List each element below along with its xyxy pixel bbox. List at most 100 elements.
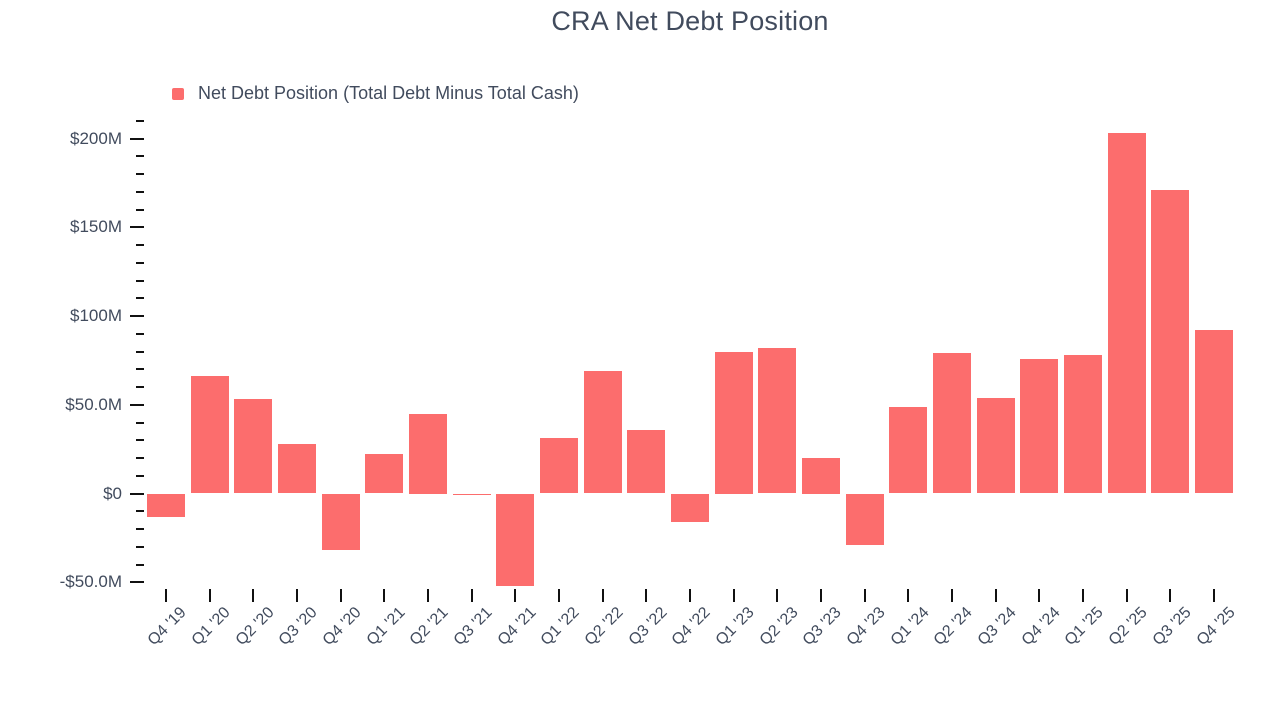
chart-bar[interactable] [1020,358,1059,494]
chart-bar[interactable] [758,347,797,494]
x-tick-label: Q4 '23 [843,604,889,650]
y-major-tick [130,226,144,229]
y-tick-label: $50.0M [65,394,122,414]
x-tick [208,589,211,602]
x-tick-label: Q1 '23 [712,604,758,650]
x-tick-label: Q2 '20 [232,604,278,650]
x-tick [1169,589,1172,602]
chart-bar[interactable] [539,438,578,494]
x-tick [863,589,866,602]
chart-bar[interactable] [234,399,273,494]
x-tick [732,589,735,602]
y-minor-tick [136,474,144,477]
x-tick-label: Q3 '21 [450,604,496,650]
x-tick-label: Q2 '22 [581,604,627,650]
x-tick [907,589,910,602]
x-tick-label: Q4 '22 [669,604,715,650]
chart-bar[interactable] [365,454,404,494]
x-tick-label: Q4 '19 [144,604,190,650]
x-tick-label: Q2 '25 [1105,604,1151,650]
y-minor-tick [136,350,144,353]
y-minor-tick [136,457,144,459]
chart-bar[interactable] [802,458,841,494]
x-tick [951,589,954,602]
chart-bar[interactable] [321,493,360,551]
x-tick-label: Q2 '21 [406,604,452,650]
x-tick [601,589,604,602]
x-tick [820,589,823,602]
chart-bar[interactable] [583,371,622,494]
y-minor-tick [136,190,144,193]
y-minor-tick [136,368,144,371]
chart-bar[interactable] [714,351,753,494]
y-minor-tick [136,279,144,282]
legend-marker-icon [172,87,184,100]
legend-label: Net Debt Position (Total Debt Minus Tota… [198,83,579,103]
x-tick-label: Q1 '24 [887,604,933,650]
y-minor-tick [136,528,144,530]
x-tick [295,589,298,602]
x-tick-label: Q2 '24 [931,604,977,650]
y-minor-tick [136,261,144,264]
chart-title: CRA Net Debt Position [551,6,829,36]
y-minor-tick [136,173,144,175]
y-tick-label: -$50.0M [59,572,122,592]
y-minor-tick [136,563,144,566]
y-minor-tick [136,208,144,211]
x-tick [1125,589,1128,602]
x-tick-label: Q4 '21 [494,604,540,650]
y-minor-tick [136,244,144,246]
x-tick [645,589,648,602]
y-major-tick [130,315,144,317]
x-tick [776,589,779,602]
y-minor-tick [136,421,144,424]
y-major-tick [130,137,144,140]
chart-bar[interactable] [408,413,447,494]
x-tick-label: Q3 '24 [974,604,1020,650]
y-tick-label: $150M [70,217,122,237]
x-tick-label: Q1 '20 [188,604,234,650]
x-tick-label: Q4 '20 [319,604,365,650]
y-minor-tick [136,386,144,388]
chart-bar[interactable] [845,493,884,545]
y-minor-tick [136,545,144,548]
legend-item[interactable]: Net Debt Position (Total Debt Minus Tota… [172,83,579,104]
chart-bar[interactable] [671,493,709,522]
chart-bar[interactable] [277,443,316,494]
y-minor-tick [136,510,144,513]
x-tick-label: Q4 '25 [1193,604,1239,650]
chart-bar[interactable] [146,493,185,517]
y-tick-label: $100M [70,306,122,325]
x-tick-label: Q2 '23 [756,604,802,650]
x-tick [994,589,997,602]
x-tick-label: Q1 '22 [537,604,583,650]
chart-bar[interactable] [496,493,535,586]
y-minor-tick [136,297,144,300]
x-tick [383,589,386,602]
x-tick [339,589,342,602]
chart-bar[interactable] [976,397,1015,494]
x-tick [557,589,560,602]
x-tick [1082,589,1085,602]
x-tick-label: Q3 '22 [625,604,671,650]
x-tick [426,589,429,602]
chart-bar[interactable] [889,406,928,494]
chart-bar[interactable] [1107,133,1146,494]
chart-bar[interactable] [190,376,229,494]
chart-bar[interactable] [1195,330,1234,494]
chart-bar[interactable] [1151,189,1190,494]
chart-bar[interactable] [627,429,666,494]
y-tick-label: $0 [103,483,122,503]
y-major-tick [130,492,144,495]
chart-bar[interactable] [933,353,972,494]
y-major-tick [130,581,144,584]
x-tick-label: Q1 '21 [363,604,409,650]
x-tick-label: Q4 '24 [1018,604,1064,650]
x-tick [1038,589,1041,602]
x-tick-label: Q3 '20 [275,604,321,650]
x-tick-label: Q3 '25 [1149,604,1195,650]
chart-bar[interactable] [1064,355,1103,494]
chart-bar[interactable] [452,493,491,495]
x-tick [470,589,473,602]
